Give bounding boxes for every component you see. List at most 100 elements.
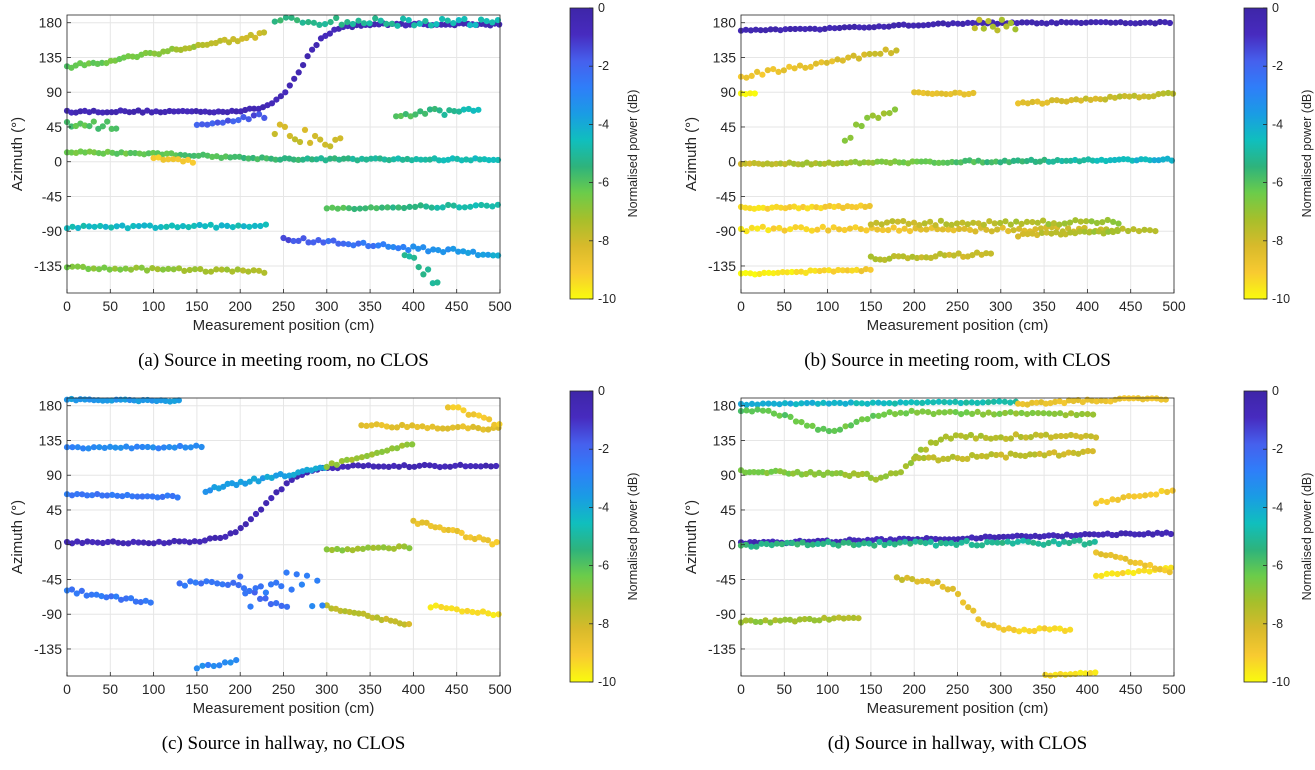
data-point — [149, 397, 156, 404]
data-point — [1022, 452, 1029, 460]
data-point — [73, 590, 80, 597]
data-point — [160, 156, 167, 163]
data-point — [1016, 225, 1023, 232]
data-point — [1031, 627, 1038, 635]
data-point — [79, 539, 86, 547]
data-point — [459, 423, 467, 430]
colorbar-tick-label: 0 — [1272, 384, 1279, 398]
data-point — [465, 105, 472, 113]
data-point — [777, 617, 784, 624]
data-point — [68, 492, 76, 499]
data-point — [1082, 432, 1090, 439]
data-point — [752, 618, 759, 625]
data-point — [188, 108, 195, 115]
colorbar-tick-label: -10 — [598, 675, 616, 689]
data-point — [355, 610, 362, 617]
data-point — [974, 408, 981, 415]
data-point — [897, 399, 904, 406]
data-point — [776, 412, 783, 419]
data-point — [939, 583, 946, 590]
data-point — [937, 436, 944, 443]
data-point — [946, 251, 953, 258]
data-point — [389, 445, 396, 452]
data-point — [850, 614, 857, 621]
data-point — [853, 121, 860, 128]
data-point — [281, 155, 288, 162]
data-point — [1012, 431, 1019, 438]
data-point — [778, 541, 786, 548]
data-point — [1105, 228, 1112, 235]
data-point — [1081, 541, 1088, 548]
colorbar-tick-label: -4 — [1272, 117, 1283, 131]
data-point — [291, 75, 298, 82]
data-point — [1045, 539, 1052, 547]
data-point — [163, 223, 170, 230]
data-point — [333, 461, 340, 468]
data-point — [852, 224, 859, 231]
data-point — [405, 17, 412, 24]
data-point — [412, 203, 419, 210]
data-point — [1037, 432, 1044, 439]
data-point — [417, 108, 424, 115]
data-point — [216, 662, 223, 669]
data-point — [1012, 451, 1019, 458]
data-point — [748, 72, 755, 79]
data-point — [1009, 540, 1016, 547]
data-point — [84, 538, 91, 545]
data-point — [1024, 411, 1031, 418]
data-point — [973, 249, 981, 256]
data-point — [1036, 450, 1043, 457]
data-point — [924, 399, 931, 406]
y-tick-label: 0 — [728, 537, 736, 553]
data-point — [1098, 397, 1105, 404]
data-point — [1102, 398, 1109, 405]
data-point — [224, 117, 232, 124]
data-point — [462, 534, 470, 541]
data-point — [83, 592, 90, 599]
data-point — [816, 617, 823, 624]
data-point — [138, 264, 145, 271]
data-point — [181, 582, 188, 589]
data-point — [1166, 19, 1173, 27]
data-point — [1153, 491, 1160, 498]
data-point — [1012, 26, 1019, 33]
data-point — [1109, 496, 1116, 503]
data-point — [932, 535, 939, 543]
data-point — [108, 125, 115, 132]
data-point — [1041, 452, 1048, 459]
data-point — [761, 269, 768, 276]
data-point — [480, 426, 487, 433]
data-point — [451, 108, 458, 115]
data-point — [792, 401, 800, 408]
data-point — [204, 121, 211, 128]
subplot-caption: (c) Source in hallway, no CLOS — [162, 733, 406, 754]
data-point — [991, 220, 998, 227]
data-point — [1095, 228, 1102, 235]
data-point — [804, 542, 811, 549]
data-point — [922, 446, 929, 453]
data-point — [130, 538, 137, 545]
data-point — [159, 493, 166, 500]
data-point — [966, 226, 974, 233]
data-point — [816, 26, 823, 33]
data-point — [1077, 218, 1084, 225]
data-point — [258, 506, 265, 513]
data-point — [323, 546, 330, 553]
data-point — [160, 444, 167, 451]
data-point — [401, 543, 408, 550]
data-point — [754, 68, 761, 75]
data-point — [938, 90, 945, 97]
scatter-points — [737, 16, 1177, 278]
data-point — [230, 579, 237, 586]
data-point — [1058, 18, 1065, 26]
data-point — [219, 119, 226, 126]
data-point — [866, 202, 873, 210]
data-point — [954, 455, 961, 462]
data-point — [441, 526, 448, 533]
data-point — [191, 266, 199, 273]
data-point — [400, 243, 407, 251]
data-point — [1017, 452, 1024, 459]
data-point — [260, 29, 268, 36]
data-point — [440, 249, 447, 256]
data-point — [1063, 157, 1070, 164]
